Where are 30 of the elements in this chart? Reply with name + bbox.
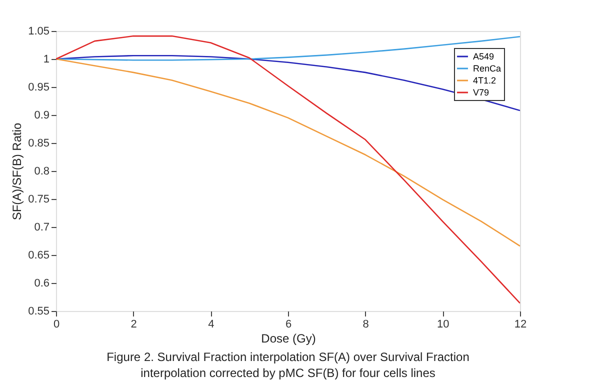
caption: Figure 2. Survival Fraction interpolation SF(A) over Survival Fraction xyxy=(106,350,470,364)
y-tick-label: 0.75 xyxy=(28,194,50,206)
y-tick-label: 0.9 xyxy=(34,110,50,122)
y-tick-label: 1 xyxy=(43,54,50,66)
legend-label: RenCa xyxy=(473,64,502,74)
x-tick-label: 4 xyxy=(208,318,214,330)
y-tick-label: 0.8 xyxy=(34,166,50,178)
y-tick-label: 0.7 xyxy=(34,222,50,234)
legend-label: 4T1.2 xyxy=(473,76,496,86)
text: interpolation corrected by pMC SF(B) for four cells lines xyxy=(140,366,436,380)
x-tick-label: 10 xyxy=(437,318,450,330)
x-tick-label: 0 xyxy=(53,318,60,330)
x-tick-label: 12 xyxy=(514,318,527,330)
legend-label: V79 xyxy=(473,88,490,98)
x-tick-label: 2 xyxy=(130,318,137,330)
x-tick-label: 6 xyxy=(285,318,292,330)
line-series xyxy=(56,58,520,247)
line-series xyxy=(56,54,520,112)
y-tick-label: 0.6 xyxy=(34,278,50,290)
x-axis-title: Dose (Gy) xyxy=(261,332,316,346)
y-tick-label: 1.05 xyxy=(28,26,50,38)
y-tick-label: 0.65 xyxy=(28,250,50,262)
y-tick-label: 0.85 xyxy=(28,138,50,150)
line-series xyxy=(56,36,520,61)
y-tick-label: 0.55 xyxy=(28,306,50,318)
y-axis-title: SF(A)/SF(B) Ratio xyxy=(10,122,24,220)
y-tick-label: 0.95 xyxy=(28,82,50,94)
legend-label: A549 xyxy=(473,52,494,62)
line-series xyxy=(56,35,520,304)
x-tick-label: 8 xyxy=(362,318,369,330)
